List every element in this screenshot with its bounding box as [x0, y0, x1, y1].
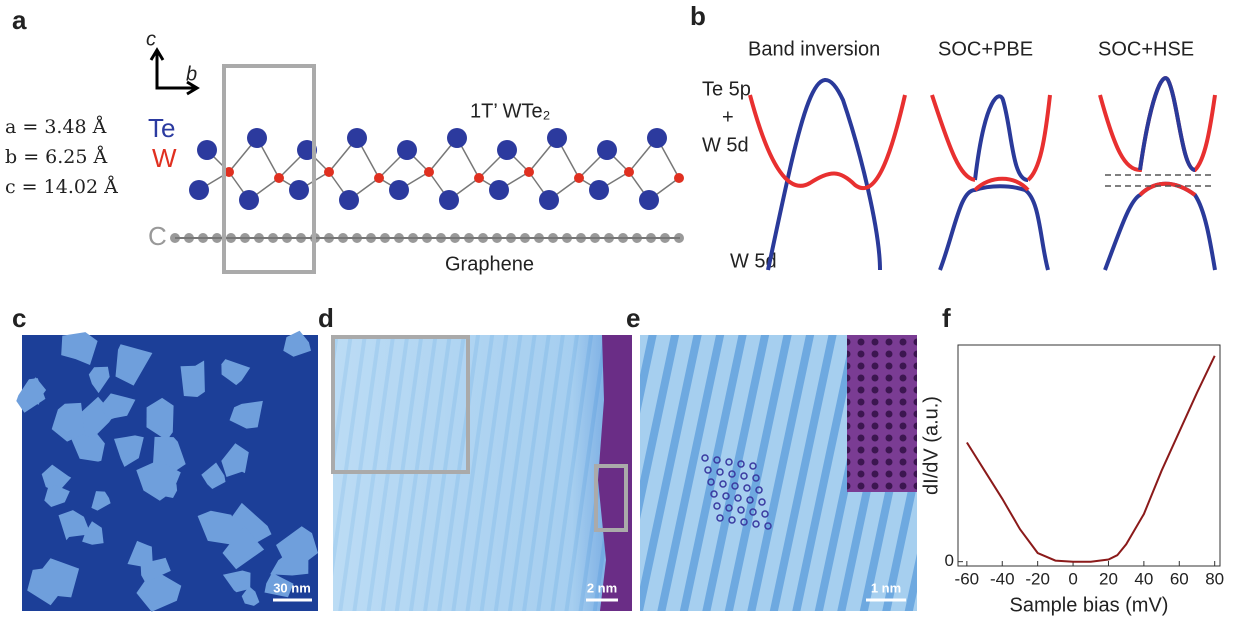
x-tick-label: -40 — [990, 569, 1015, 588]
inset-image — [847, 335, 917, 492]
w-atom — [574, 173, 584, 183]
data-line — [967, 356, 1215, 562]
column-title: SOC+PBE — [938, 38, 1033, 60]
te-atom — [397, 140, 417, 160]
w-atom — [474, 173, 484, 183]
x-tick-label: 0 — [1068, 569, 1077, 588]
te-atom — [339, 190, 359, 210]
column-title: SOC+HSE — [1098, 38, 1194, 60]
te-atom — [489, 180, 509, 200]
scale-bar-label: 2 nm — [587, 580, 617, 595]
te-atom — [239, 190, 259, 210]
plot-frame — [958, 345, 1220, 566]
x-tick-label: 40 — [1134, 569, 1153, 588]
lattice-constant: b = 6.25 Å — [5, 146, 108, 168]
te-atom — [597, 140, 617, 160]
te-atom — [589, 180, 609, 200]
te-atom — [547, 128, 567, 148]
x-tick-label: 60 — [1170, 569, 1189, 588]
figure: a c b a = 3.48 Å b = 6.25 Å c = 14.02 Å … — [0, 0, 1239, 621]
w-atom — [624, 167, 634, 177]
te-atom — [639, 190, 659, 210]
material-label: 1T’ WTe₂ — [470, 100, 550, 122]
te-atom — [197, 140, 217, 160]
panel-label: f — [942, 303, 951, 333]
te-atom — [289, 180, 309, 200]
x-tick-label: 80 — [1205, 569, 1224, 588]
band-label: W 5d — [702, 134, 749, 156]
w-atom — [524, 167, 534, 177]
crystal-structure — [170, 128, 684, 243]
scale-bar-label: 1 nm — [871, 580, 901, 595]
te-atom — [439, 190, 459, 210]
y-tick-label: 0 — [945, 551, 954, 570]
axis-label: c — [146, 28, 156, 50]
column-title: Band inversion — [748, 38, 880, 60]
w-atom — [674, 173, 684, 183]
te-atom — [497, 140, 517, 160]
w-atom — [324, 167, 334, 177]
te-atom — [247, 128, 267, 148]
te-atom — [347, 128, 367, 148]
te-atom — [447, 128, 467, 148]
w-atom — [424, 167, 434, 177]
band-label: Te 5p — [702, 78, 751, 100]
substrate-label: Graphene — [445, 253, 534, 275]
element-label: W — [152, 143, 177, 173]
x-tick-label: 20 — [1099, 569, 1118, 588]
scale-bar-label: 30 nm — [273, 580, 311, 595]
panel-label: d — [318, 303, 334, 333]
band-label: + — [722, 106, 734, 128]
element-label: Te — [148, 113, 175, 143]
panel-label: c — [12, 303, 26, 333]
te-atom — [189, 180, 209, 200]
panel-label: a — [12, 5, 27, 35]
y-axis-label: dI/dV (a.u.) — [920, 396, 942, 495]
te-atom — [647, 128, 667, 148]
lattice-constant: a = 3.48 Å — [5, 116, 107, 138]
panel-label: e — [626, 303, 640, 333]
lattice-constant: c = 14.02 Å — [5, 176, 118, 198]
x-axis-label: Sample bias (mV) — [1010, 594, 1169, 616]
te-atom — [389, 180, 409, 200]
te-atom — [539, 190, 559, 210]
x-tick-label: -20 — [1025, 569, 1050, 588]
w-atom — [374, 173, 384, 183]
w-atom — [274, 173, 284, 183]
band-diagram — [750, 78, 1215, 270]
element-label: C — [148, 221, 167, 251]
x-tick-label: -60 — [955, 569, 980, 588]
spectrum-chart: -60 -40 -20 0 20 40 60 80 0 Sample bias (mV) dI/dV… — [920, 345, 1224, 616]
panel-label: b — [690, 1, 706, 31]
